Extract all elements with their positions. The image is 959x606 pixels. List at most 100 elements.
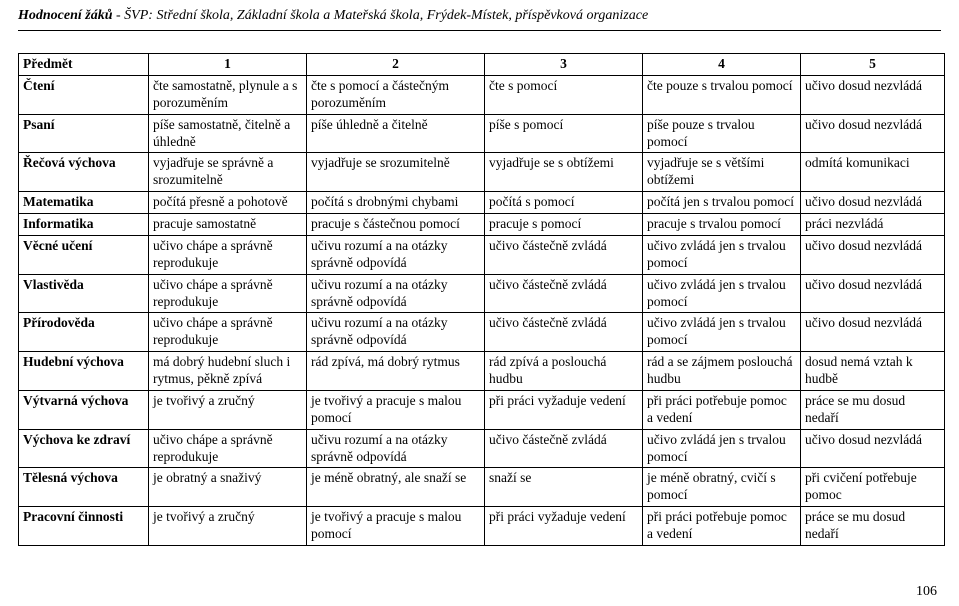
table-row: Řečová výchovavyjadřuje se správně a sro… bbox=[19, 153, 945, 192]
grade-cell-5: učivo dosud nezvládá bbox=[801, 114, 945, 153]
subject-cell: Vlastivěda bbox=[19, 274, 149, 313]
grade-cell-2: učivu rozumí a na otázky správně odpovíd… bbox=[307, 274, 485, 313]
grade-cell-2: vyjadřuje se srozumitelně bbox=[307, 153, 485, 192]
table-row: Hudební výchovamá dobrý hudební sluch i … bbox=[19, 352, 945, 391]
grade-cell-4: píše pouze s trvalou pomocí bbox=[643, 114, 801, 153]
col-header-3: 3 bbox=[485, 54, 643, 76]
subject-cell: Řečová výchova bbox=[19, 153, 149, 192]
table-row: Pracovní činnostije tvořivý a zručnýje t… bbox=[19, 507, 945, 546]
grade-cell-3: vyjadřuje se s obtížemi bbox=[485, 153, 643, 192]
grade-cell-4: čte pouze s trvalou pomocí bbox=[643, 75, 801, 114]
grade-cell-3: čte s pomocí bbox=[485, 75, 643, 114]
grade-cell-3: učivo částečně zvládá bbox=[485, 429, 643, 468]
subject-cell: Pracovní činnosti bbox=[19, 507, 149, 546]
grade-cell-4: je méně obratný, cvičí s pomocí bbox=[643, 468, 801, 507]
grade-cell-4: učivo zvládá jen s trvalou pomocí bbox=[643, 235, 801, 274]
subject-cell: Hudební výchova bbox=[19, 352, 149, 391]
table-row: Výtvarná výchovaje tvořivý a zručnýje tv… bbox=[19, 390, 945, 429]
header-title-rest: - ŠVP: Střední škola, Základní škola a M… bbox=[113, 8, 649, 23]
grade-cell-1: pracuje samostatně bbox=[149, 214, 307, 236]
grade-cell-4: počítá jen s trvalou pomocí bbox=[643, 192, 801, 214]
grade-cell-2: je méně obratný, ale snaží se bbox=[307, 468, 485, 507]
col-header-subject: Předmět bbox=[19, 54, 149, 76]
grade-cell-1: počítá přesně a pohotově bbox=[149, 192, 307, 214]
grade-cell-3: učivo částečně zvládá bbox=[485, 235, 643, 274]
grade-cell-5: učivo dosud nezvládá bbox=[801, 274, 945, 313]
grade-cell-5: učivo dosud nezvládá bbox=[801, 429, 945, 468]
col-header-4: 4 bbox=[643, 54, 801, 76]
table-row: Přírodovědaučivo chápe a správně reprodu… bbox=[19, 313, 945, 352]
document-header: Hodnocení žáků - ŠVP: Střední škola, Zák… bbox=[18, 8, 941, 24]
table-row: Výchova ke zdravíučivo chápe a správně r… bbox=[19, 429, 945, 468]
grade-cell-3: počítá s pomocí bbox=[485, 192, 643, 214]
grade-cell-1: učivo chápe a správně reprodukuje bbox=[149, 274, 307, 313]
grade-cell-2: je tvořivý a pracuje s malou pomocí bbox=[307, 507, 485, 546]
grade-cell-1: čte samostatně, plynule a s porozuměním bbox=[149, 75, 307, 114]
grade-cell-3: pracuje s pomocí bbox=[485, 214, 643, 236]
grade-cell-5: odmítá komunikaci bbox=[801, 153, 945, 192]
grade-cell-1: je tvořivý a zručný bbox=[149, 390, 307, 429]
grade-cell-2: pracuje s částečnou pomocí bbox=[307, 214, 485, 236]
grade-cell-4: učivo zvládá jen s trvalou pomocí bbox=[643, 313, 801, 352]
grade-cell-2: čte s pomocí a částečným porozuměním bbox=[307, 75, 485, 114]
grade-cell-4: pracuje s trvalou pomocí bbox=[643, 214, 801, 236]
grade-cell-1: je tvořivý a zručný bbox=[149, 507, 307, 546]
grade-cell-3: snaží se bbox=[485, 468, 643, 507]
page-number: 106 bbox=[916, 584, 937, 600]
subject-cell: Výchova ke zdraví bbox=[19, 429, 149, 468]
grade-cell-3: učivo částečně zvládá bbox=[485, 313, 643, 352]
grade-cell-2: učivu rozumí a na otázky správně odpovíd… bbox=[307, 313, 485, 352]
grade-cell-5: práce se mu dosud nedaří bbox=[801, 390, 945, 429]
table-row: Věcné učeníučivo chápe a správně reprodu… bbox=[19, 235, 945, 274]
grade-cell-2: rád zpívá, má dobrý rytmus bbox=[307, 352, 485, 391]
grade-cell-5: učivo dosud nezvládá bbox=[801, 313, 945, 352]
grade-cell-4: při práci potřebuje pomoc a vedení bbox=[643, 390, 801, 429]
grade-cell-2: učivu rozumí a na otázky správně odpovíd… bbox=[307, 235, 485, 274]
grade-cell-5: učivo dosud nezvládá bbox=[801, 235, 945, 274]
table-row: Tělesná výchovaje obratný a snaživýje mé… bbox=[19, 468, 945, 507]
subject-cell: Psaní bbox=[19, 114, 149, 153]
table-row: Čteníčte samostatně, plynule a s porozum… bbox=[19, 75, 945, 114]
grade-cell-1: učivo chápe a správně reprodukuje bbox=[149, 235, 307, 274]
grade-cell-5: práci nezvládá bbox=[801, 214, 945, 236]
grading-table: Předmět 1 2 3 4 5 Čteníčte samostatně, p… bbox=[18, 53, 945, 546]
grade-cell-5: učivo dosud nezvládá bbox=[801, 75, 945, 114]
grade-cell-1: píše samostatně, čitelně a úhledně bbox=[149, 114, 307, 153]
grade-cell-4: rád a se zájmem poslouchá hudbu bbox=[643, 352, 801, 391]
grade-cell-3: učivo částečně zvládá bbox=[485, 274, 643, 313]
grade-cell-4: učivo zvládá jen s trvalou pomocí bbox=[643, 429, 801, 468]
subject-cell: Přírodověda bbox=[19, 313, 149, 352]
grade-cell-5: učivo dosud nezvládá bbox=[801, 192, 945, 214]
table-header-row: Předmět 1 2 3 4 5 bbox=[19, 54, 945, 76]
grade-cell-1: má dobrý hudební sluch i rytmus, pěkně z… bbox=[149, 352, 307, 391]
table-row: Vlastivědaučivo chápe a správně reproduk… bbox=[19, 274, 945, 313]
grade-cell-5: při cvičení potřebuje pomoc bbox=[801, 468, 945, 507]
grade-cell-2: počítá s drobnými chybami bbox=[307, 192, 485, 214]
header-divider bbox=[18, 30, 941, 31]
grade-cell-4: učivo zvládá jen s trvalou pomocí bbox=[643, 274, 801, 313]
subject-cell: Matematika bbox=[19, 192, 149, 214]
grade-cell-3: rád zpívá a poslouchá hudbu bbox=[485, 352, 643, 391]
col-header-5: 5 bbox=[801, 54, 945, 76]
subject-cell: Věcné učení bbox=[19, 235, 149, 274]
grade-cell-1: učivo chápe a správně reprodukuje bbox=[149, 313, 307, 352]
table-row: Matematikapočítá přesně a pohotověpočítá… bbox=[19, 192, 945, 214]
header-title-bold: Hodnocení žáků bbox=[18, 8, 113, 23]
grade-cell-4: vyjadřuje se s většími obtížemi bbox=[643, 153, 801, 192]
col-header-2: 2 bbox=[307, 54, 485, 76]
grade-cell-5: práce se mu dosud nedaří bbox=[801, 507, 945, 546]
grade-cell-2: píše úhledně a čitelně bbox=[307, 114, 485, 153]
grade-cell-2: učivu rozumí a na otázky správně odpovíd… bbox=[307, 429, 485, 468]
col-header-1: 1 bbox=[149, 54, 307, 76]
table-row: Informatikapracuje samostatněpracuje s č… bbox=[19, 214, 945, 236]
grade-cell-1: je obratný a snaživý bbox=[149, 468, 307, 507]
grade-cell-3: píše s pomocí bbox=[485, 114, 643, 153]
grade-cell-5: dosud nemá vztah k hudbě bbox=[801, 352, 945, 391]
grade-cell-4: při práci potřebuje pomoc a vedení bbox=[643, 507, 801, 546]
table-row: Psanípíše samostatně, čitelně a úhledněp… bbox=[19, 114, 945, 153]
grade-cell-1: vyjadřuje se správně a srozumitelně bbox=[149, 153, 307, 192]
grade-cell-1: učivo chápe a správně reprodukuje bbox=[149, 429, 307, 468]
grade-cell-2: je tvořivý a pracuje s malou pomocí bbox=[307, 390, 485, 429]
subject-cell: Tělesná výchova bbox=[19, 468, 149, 507]
grade-cell-3: při práci vyžaduje vedení bbox=[485, 390, 643, 429]
